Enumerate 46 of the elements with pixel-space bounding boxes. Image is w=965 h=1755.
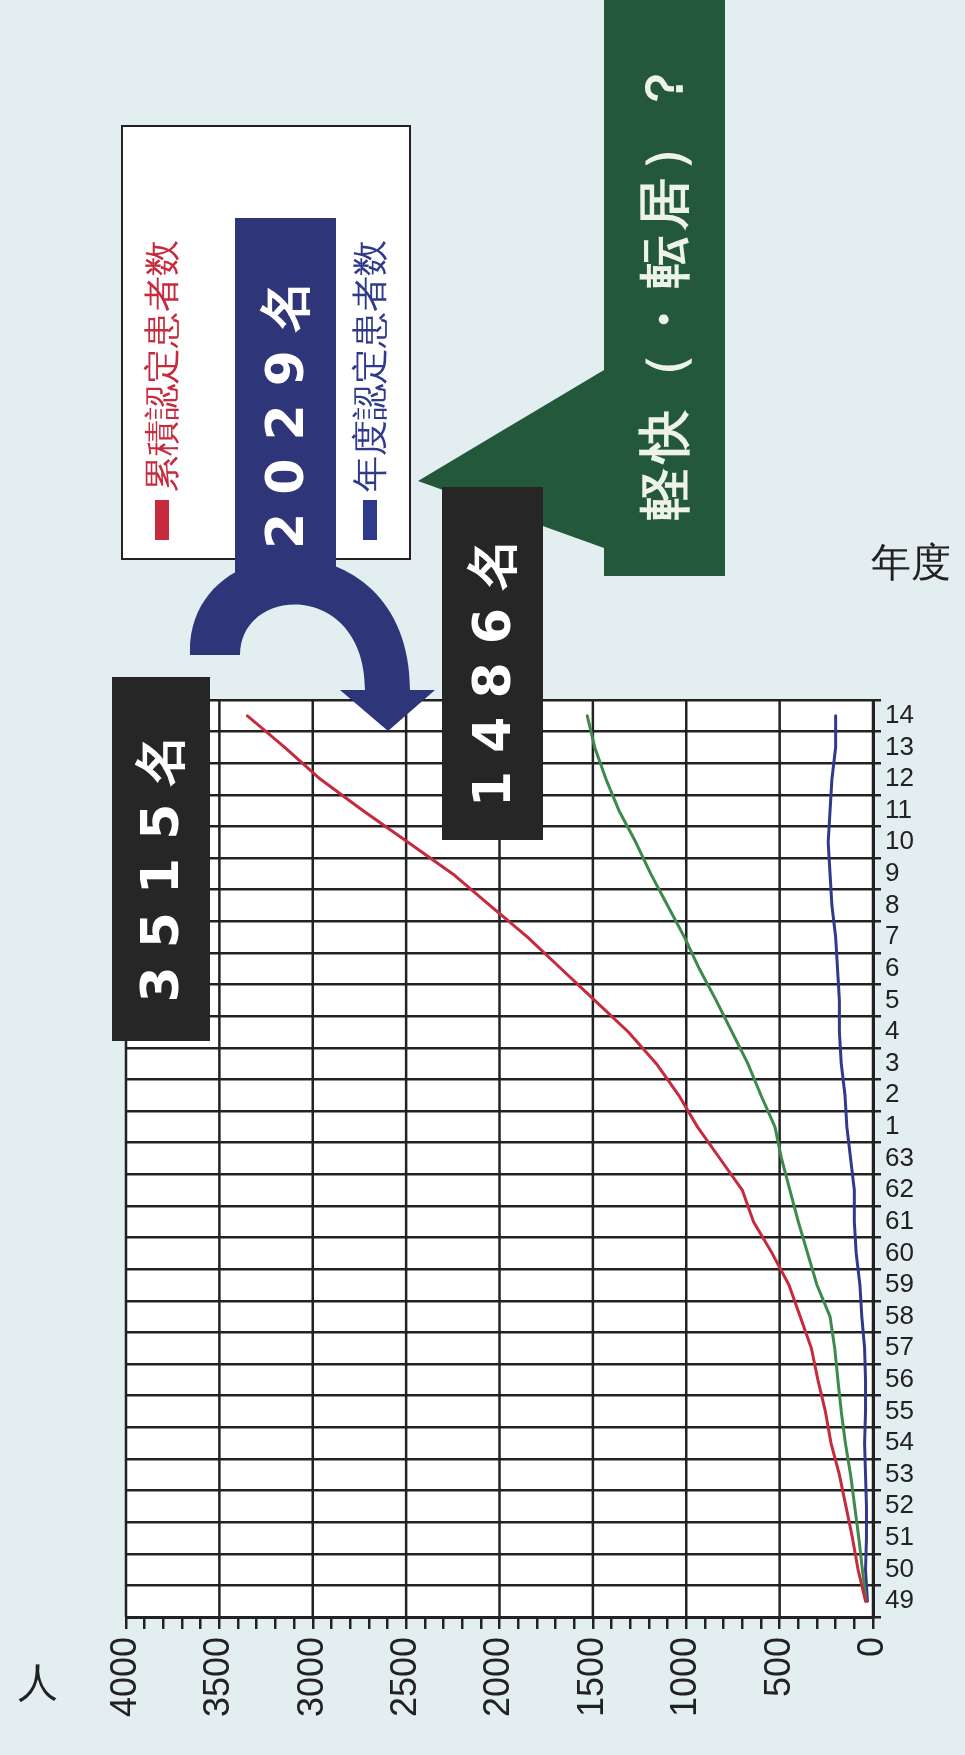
y-tick-label: 56: [885, 1363, 914, 1394]
y-tick-label: 60: [885, 1236, 914, 1267]
x-tick-label: 3500: [196, 1637, 238, 1718]
y-tick-label: 55: [885, 1394, 914, 1425]
x-tick-label: 1500: [569, 1637, 611, 1718]
y-tick-label: 5: [885, 983, 900, 1014]
y-tick-label: 58: [885, 1299, 914, 1330]
y-tick-label: 52: [885, 1489, 914, 1520]
y-tick-label: 12: [885, 762, 914, 793]
x-tick-label: 0: [849, 1637, 891, 1658]
x-tick-label: 3000: [289, 1637, 331, 1718]
y-tick-label: 3: [885, 1046, 900, 1077]
y-tick-label: 62: [885, 1173, 914, 1204]
y-tick-label: 11: [885, 793, 912, 824]
text: 累積認定患者数: [139, 240, 183, 492]
y-tick-label: 63: [885, 1141, 914, 1172]
y-tick-label: 7: [885, 920, 900, 951]
text: 年度認定患者数: [347, 240, 391, 492]
y-tick-label: 9: [885, 857, 900, 888]
annotation: 3515名: [112, 677, 210, 1041]
x-tick-label: 2000: [476, 1637, 518, 1718]
y-tick-label: 51: [885, 1521, 914, 1552]
y-tick-label: 10: [885, 825, 914, 856]
y-tick-label: 49: [885, 1584, 914, 1615]
y-tick-label: 13: [885, 730, 914, 761]
y-tick-label: 6: [885, 951, 900, 982]
text: 2029名: [235, 218, 336, 593]
x-axis-title: 人: [18, 1660, 58, 1705]
y-tick-label: 8: [885, 888, 900, 919]
x-tick-label: 1000: [663, 1637, 705, 1718]
y-tick-label: 53: [885, 1457, 914, 1488]
y-tick-label: 1: [885, 1110, 900, 1141]
y-tick-label: 4: [885, 1015, 900, 1046]
y-tick-label: 57: [885, 1331, 914, 1362]
y-axis-title: 年度: [871, 540, 951, 585]
x-tick-label: 4000: [102, 1637, 144, 1718]
y-tick-label: 14: [885, 698, 914, 729]
annotation: 1486名: [442, 487, 543, 840]
y-tick-label: 59: [885, 1268, 914, 1299]
y-tick-label: 50: [885, 1552, 914, 1583]
text: 軽快（・転居）？: [632, 55, 695, 522]
y-tick-label: 2: [885, 1078, 900, 1109]
y-tick-label: 54: [885, 1426, 914, 1457]
y-tick-label: 61: [885, 1204, 914, 1235]
x-tick-label: 2500: [383, 1637, 425, 1718]
x-tick-label: 500: [756, 1637, 798, 1698]
